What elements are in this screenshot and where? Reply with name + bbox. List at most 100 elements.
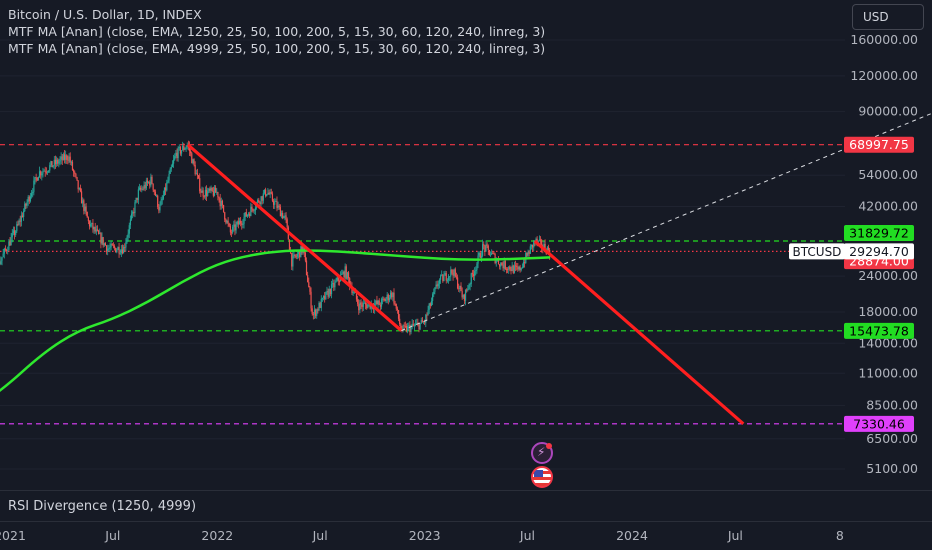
us-flag-icon[interactable] [531, 466, 553, 488]
candle-body [488, 249, 491, 256]
candle-body [364, 302, 367, 305]
candle-body [59, 159, 61, 162]
candle-body [90, 224, 92, 227]
candle-body [527, 251, 529, 256]
candle-body [395, 303, 397, 309]
candle-body [15, 231, 17, 235]
candle-body [194, 164, 196, 175]
candle-body [493, 253, 495, 254]
candle-body [138, 187, 141, 190]
candle-body [99, 233, 101, 235]
candle-body [513, 265, 516, 273]
candle-body [48, 170, 50, 172]
candle-body [144, 185, 146, 189]
candle-body [511, 265, 513, 272]
x-tick-label: Jul [727, 528, 743, 543]
candle-body [246, 214, 249, 217]
candle-body [433, 291, 435, 295]
price-axis[interactable]: 160000.00 120000.00 90000.00 54000.00 42000.… [850, 32, 918, 476]
candle-body [217, 192, 219, 198]
candle-body [183, 145, 185, 150]
y-tick-label: 42000.00 [858, 199, 918, 214]
rsi-pane-label[interactable]: RSI Divergence (1250, 4999) [8, 499, 197, 514]
candle-body [402, 325, 404, 332]
candle-body [251, 206, 253, 210]
candle-body [509, 266, 511, 270]
candle-body [378, 300, 380, 305]
candle-body [70, 161, 72, 163]
candle-body [530, 244, 533, 247]
symbol-title[interactable]: Bitcoin / U.S. Dollar, 1D, INDEX [8, 7, 202, 22]
candle-body [258, 199, 260, 203]
candle-body [163, 187, 166, 196]
x-tick-label: 2023 [409, 528, 441, 543]
currency-button[interactable]: USD [852, 4, 924, 30]
candle-body [21, 215, 24, 218]
candle-body [284, 215, 286, 217]
candle-body [83, 200, 85, 211]
candle-body [388, 297, 391, 301]
candle-body [322, 295, 325, 298]
candle-body [468, 285, 470, 289]
pane-divider[interactable] [0, 490, 932, 491]
candle-body [115, 247, 117, 253]
candle-body [404, 325, 406, 327]
candle-body [66, 155, 68, 160]
time-axis[interactable]: 2021 Jul 2022 Jul 2023 Jul 2024 Jul 8 [0, 528, 844, 543]
candle-body [430, 300, 433, 306]
y-tick-label: 8500.00 [866, 397, 918, 412]
trend-lines [186, 112, 932, 426]
candle-body [252, 209, 254, 211]
candle-body [58, 161, 60, 164]
candle-body [117, 247, 119, 250]
candle-body [458, 288, 460, 290]
candle-body [86, 211, 88, 218]
candle-body [363, 302, 366, 304]
candle-body [517, 267, 519, 270]
candle-body [165, 187, 167, 191]
candle-body [107, 248, 109, 252]
candle-body [103, 243, 105, 246]
candle-body [293, 254, 295, 256]
candle-body [84, 206, 86, 211]
candle-body [467, 288, 469, 291]
candle-body [282, 212, 284, 219]
candle-body [71, 161, 74, 170]
candle-body [391, 292, 393, 298]
candle-body [62, 154, 64, 161]
candle-body [132, 211, 134, 214]
current-price-bg [844, 243, 914, 260]
price-label: 7330.46 [853, 416, 905, 431]
candle-body [427, 309, 429, 316]
chart-grid [0, 39, 845, 470]
candle-body [154, 191, 157, 196]
candle-body [319, 302, 321, 308]
candle-body [213, 187, 216, 196]
candle-body [30, 193, 33, 197]
candle-body [479, 253, 481, 258]
candle-body [436, 284, 438, 287]
candle-body [112, 245, 114, 247]
indicator-legend-2[interactable]: MTF MA [Anan] (close, EMA, 4999, 25, 50,… [8, 41, 546, 56]
candle-body [101, 237, 103, 244]
candle-body [445, 273, 447, 281]
candle-body [205, 189, 208, 196]
candle-body [279, 207, 281, 217]
candle-body [358, 303, 360, 311]
candle-body [177, 147, 179, 159]
candle-body [328, 288, 330, 297]
candle-body [133, 211, 135, 214]
candle-body [257, 199, 259, 203]
candle-body [387, 294, 389, 301]
candle-body [130, 213, 133, 220]
candle-body [226, 220, 228, 223]
candle-body [13, 230, 16, 235]
indicator-legend-1[interactable]: MTF MA [Anan] (close, EMA, 1250, 25, 50,… [8, 24, 546, 39]
candle-body [425, 314, 427, 323]
candle-body [124, 246, 126, 248]
candle-body [250, 206, 252, 217]
candle-body [128, 225, 130, 234]
candle-body [489, 254, 492, 256]
x-tick-label: Jul [312, 528, 328, 543]
